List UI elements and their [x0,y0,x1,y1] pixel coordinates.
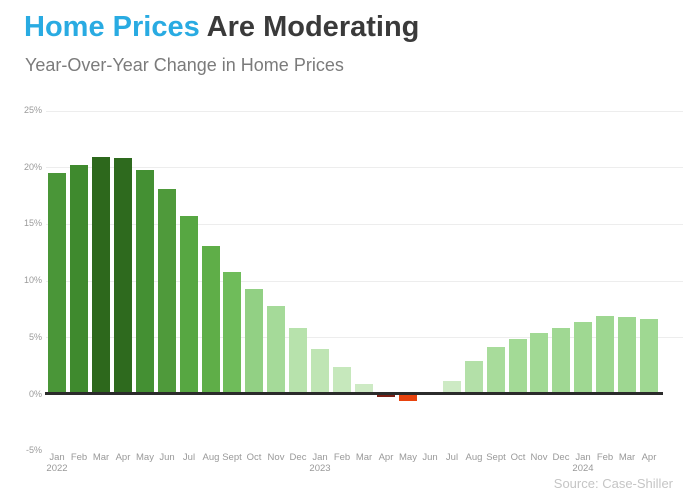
bar [640,319,658,392]
x-tick-label: Dec [552,452,570,463]
y-tick-label: 0% [28,389,42,399]
y-tick-label: 5% [28,332,42,342]
bar [202,246,220,392]
x-tick-label: Sept [486,452,506,463]
page-title: Home Prices Are Moderating [24,11,419,44]
bar [48,173,66,392]
x-tick-label: May [399,452,417,463]
bar [70,165,88,392]
x-tick-label: Apr [641,452,657,463]
x-tick-label: Jul [445,452,459,463]
zero-axis-line [45,392,663,395]
page-title-rest: Are Moderating [199,11,420,43]
x-tick-label: Feb [596,452,614,463]
x-tick-label: Aug [202,452,220,463]
bar [530,333,548,392]
x-tick-label: Oct [246,452,262,463]
x-tick-label: Apr [115,452,131,463]
bar [158,189,176,392]
x-tick-year-label: 2024 [572,463,594,474]
bar [223,272,241,392]
bar [311,349,329,392]
gridline [46,111,683,112]
y-tick-label: -5% [25,445,42,455]
x-tick-label: Aug [465,452,483,463]
x-tick-year-label: 2022 [46,463,68,474]
x-tick-label: Jan 2024 [565,452,601,474]
gridline [46,167,683,168]
x-tick-year-label: 2023 [309,463,331,474]
bar [509,339,527,392]
x-tick-label: Nov [267,452,285,463]
gridline [46,281,683,282]
bar [399,395,417,401]
bar [552,328,570,392]
x-tick-label: Nov [530,452,548,463]
source-attribution: Source: Case-Shiller [553,476,673,491]
x-tick-label: Mar [92,452,110,463]
x-tick-label: Jul [182,452,196,463]
bar [377,395,395,397]
bar [92,157,110,392]
gridline [46,337,683,338]
bar [114,158,132,392]
y-tick-label: 15% [23,218,42,228]
x-tick-label: Jun [422,452,438,463]
y-tick-label: 10% [23,275,42,285]
bar [355,384,373,392]
bar [267,306,285,392]
bar [443,381,461,392]
x-tick-label: Jun [159,452,175,463]
y-tick-label: 25% [23,105,42,115]
x-tick-label: Jan 2023 [302,452,338,474]
bar [574,322,592,392]
bar [465,361,483,392]
bar [618,317,636,392]
x-tick-label: Oct [510,452,526,463]
bar [245,289,263,392]
bar [596,316,614,392]
bar [180,216,198,392]
y-tick-label: 20% [23,162,42,172]
chart-subtitle: Year-Over-Year Change in Home Prices [25,55,344,75]
x-tick-label: Feb [70,452,88,463]
x-tick-label: Mar [618,452,636,463]
bar [289,328,307,392]
x-tick-label: Feb [333,452,351,463]
x-tick-label: Apr [378,452,394,463]
x-tick-label: Sept [222,452,242,463]
bar [487,347,505,392]
page-title-highlight: Home Prices [24,11,200,43]
x-tick-label: May [136,452,154,463]
x-tick-label: Jan 2022 [39,452,75,474]
x-tick-label: Dec [289,452,307,463]
gridline [46,224,683,225]
bar [333,367,351,392]
bar [136,170,154,392]
x-tick-label: Mar [355,452,373,463]
